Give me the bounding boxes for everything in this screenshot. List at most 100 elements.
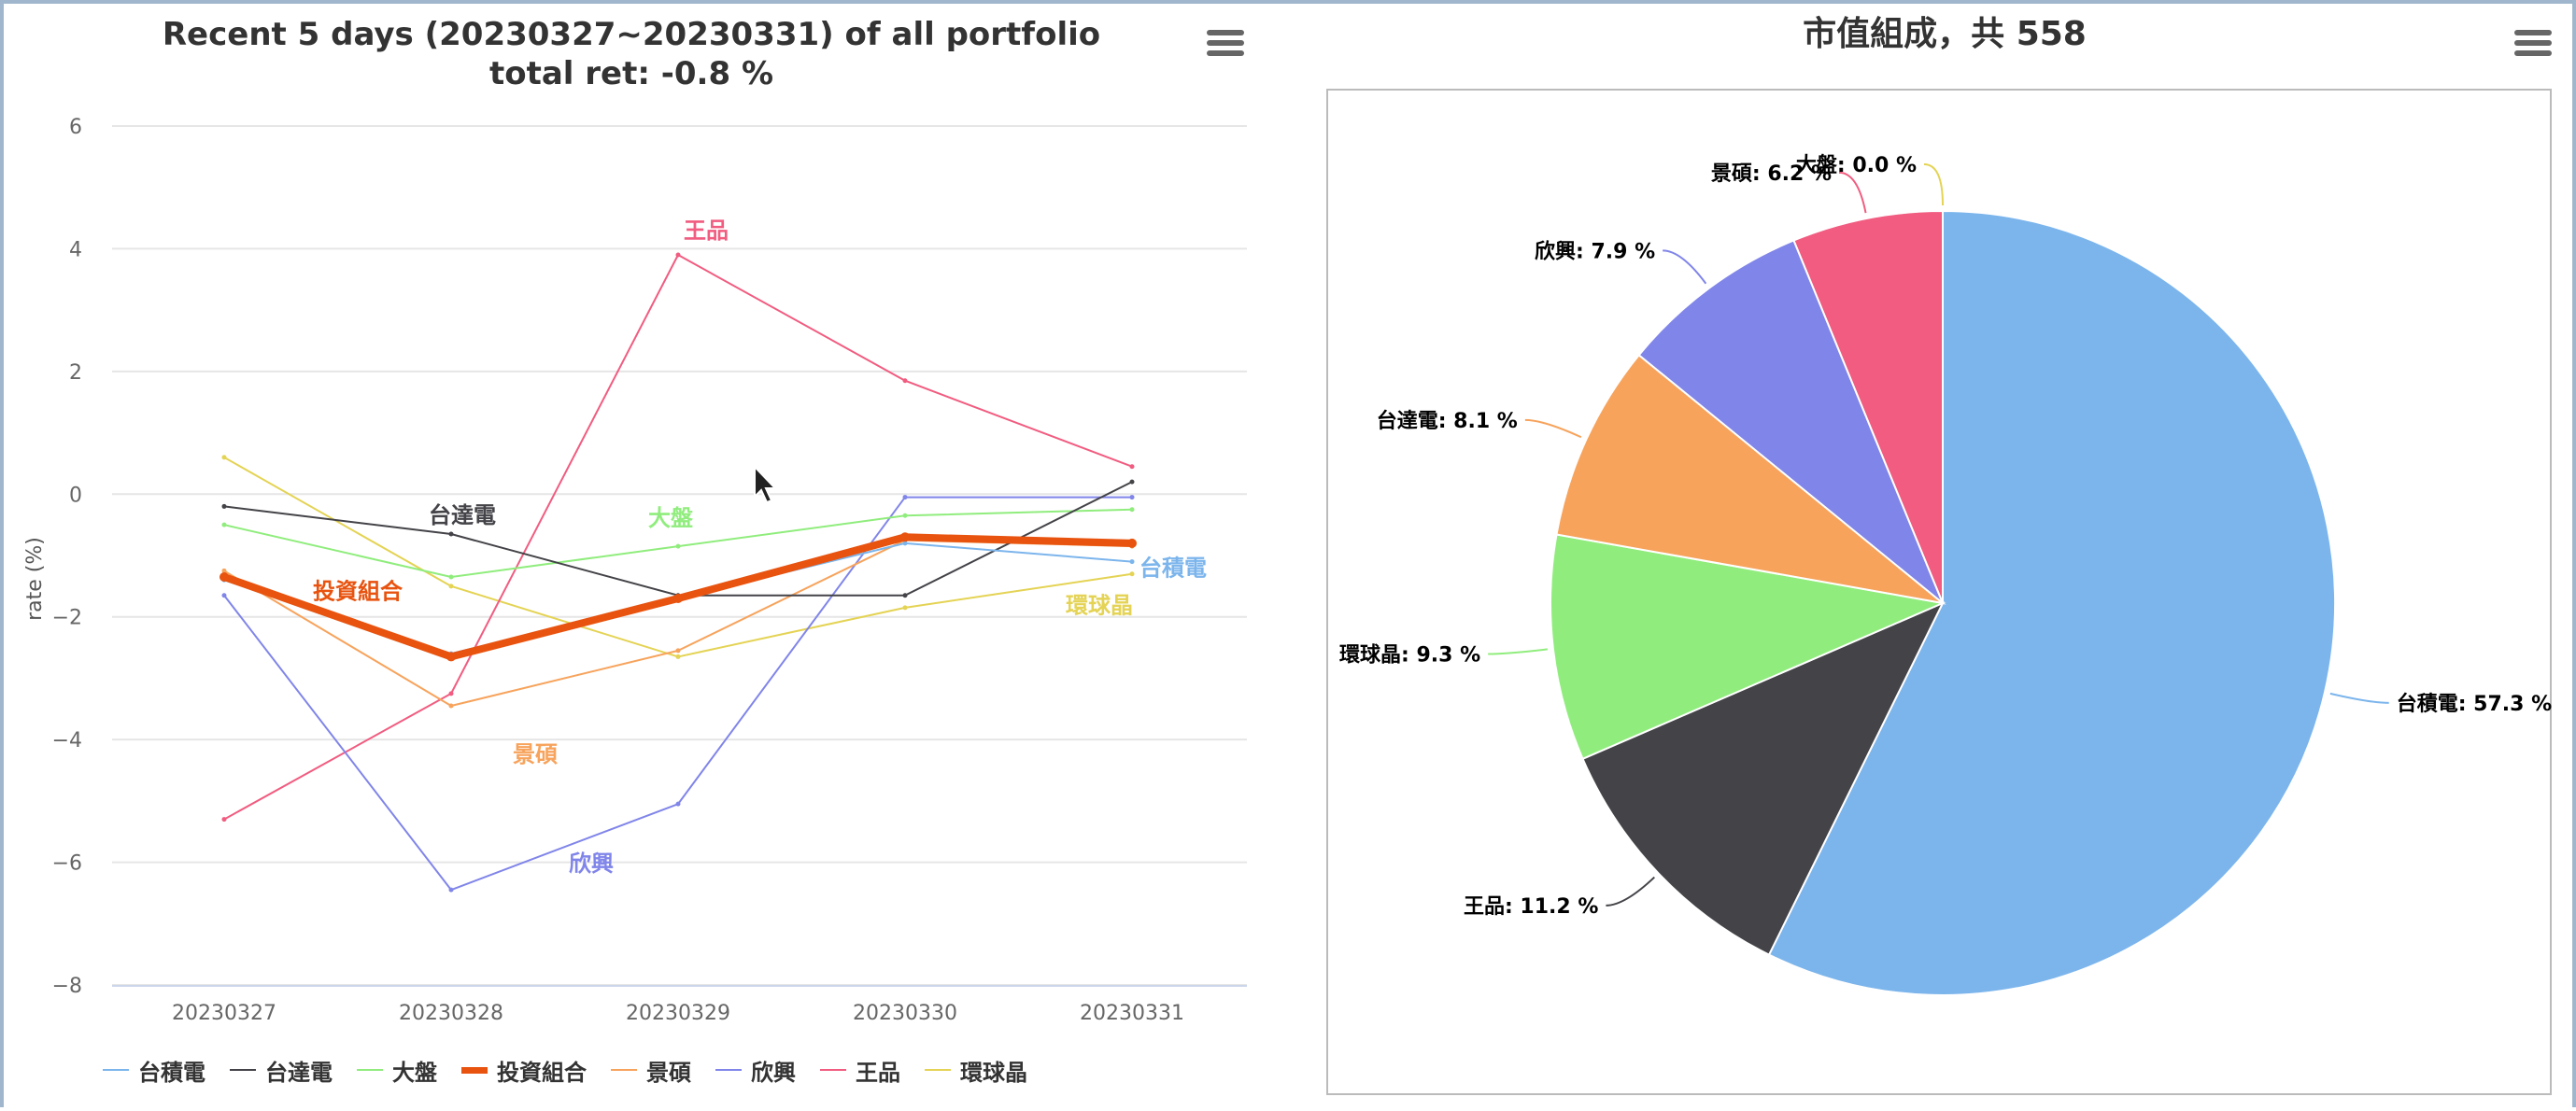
legend-item[interactable]: 欣興: [715, 1054, 796, 1087]
data-point[interactable]: [675, 543, 681, 549]
data-point[interactable]: [448, 531, 454, 537]
series-data-label: 投資組合: [313, 578, 403, 604]
pie-data-label: 王品: 11.2 %: [1464, 895, 1598, 919]
plot-border: [1326, 89, 2552, 1095]
legend-item[interactable]: 台達電: [230, 1054, 333, 1087]
data-point[interactable]: [1129, 479, 1135, 485]
legend-item[interactable]: 投資組合: [461, 1054, 587, 1087]
connector-line: [2329, 692, 2389, 704]
pie-slice[interactable]: [1792, 209, 1944, 604]
legend-swatch: [461, 1066, 488, 1074]
chart-menu-button[interactable]: [2514, 30, 2552, 62]
legend-item[interactable]: 大盤: [357, 1054, 437, 1087]
connector-line: [1488, 648, 1548, 655]
legend-item[interactable]: 台積電: [103, 1054, 205, 1087]
legend-label: 台達電: [265, 1059, 333, 1086]
pie-data-label: 景碩: 6.2 %: [1711, 162, 1832, 186]
legend-swatch: [715, 1069, 742, 1071]
pie-chart-panel: 市值組成，共 558 台積電: 57.3 % 王品: 11.2 % 環球晶: 9.3…: [1280, 0, 2576, 1107]
legend-label: 欣興: [751, 1059, 796, 1086]
connector-line: [1663, 249, 1707, 285]
legend-label: 景碩: [646, 1059, 691, 1086]
connector-line: [1838, 171, 1867, 214]
data-point[interactable]: [221, 522, 227, 527]
chart-title: Recent 5 days (20230327~20230331) of all…: [163, 16, 1100, 53]
chart-menu-button[interactable]: [1207, 30, 1244, 62]
data-point[interactable]: [448, 584, 454, 589]
data-point[interactable]: [221, 568, 227, 573]
pie-slice[interactable]: [1555, 353, 1946, 605]
data-point[interactable]: [1129, 571, 1135, 577]
data-point[interactable]: [902, 495, 908, 500]
series-data-label: 台積電: [1139, 556, 1207, 582]
window-frame-right: [2572, 0, 2576, 1107]
pie-chart: 市值組成，共 558 台積電: 57.3 % 王品: 11.2 % 環球晶: 9.3…: [1326, 15, 2552, 1095]
y-tick-label: 2: [69, 361, 82, 385]
data-point[interactable]: [675, 648, 681, 654]
data-point[interactable]: [221, 455, 227, 460]
data-point[interactable]: [219, 572, 229, 582]
data-point[interactable]: [221, 817, 227, 823]
connector-line: [1923, 163, 1944, 206]
legend-item[interactable]: 王品: [820, 1054, 900, 1087]
x-tick-label: 20230330: [853, 1002, 957, 1025]
data-point[interactable]: [902, 378, 908, 384]
data-point[interactable]: [448, 703, 454, 709]
pie-data-label: 環球晶: 9.3 %: [1339, 644, 1480, 668]
legend-swatch: [230, 1069, 256, 1071]
data-point[interactable]: [902, 541, 908, 546]
legend-label: 台積電: [138, 1059, 205, 1086]
legend-item[interactable]: 景碩: [611, 1054, 691, 1087]
chart-title: 市值組成，共 558: [1803, 15, 2087, 53]
data-point[interactable]: [448, 691, 454, 696]
y-axis-label: rate (%): [23, 537, 47, 621]
data-point[interactable]: [1127, 538, 1137, 548]
data-point[interactable]: [902, 593, 908, 598]
data-point[interactable]: [1129, 495, 1135, 500]
data-point[interactable]: [675, 801, 681, 807]
data-point[interactable]: [221, 593, 227, 598]
legend-swatch: [925, 1069, 951, 1071]
mouse-cursor-icon: [754, 464, 778, 504]
pie-slice[interactable]: [1637, 239, 1944, 604]
legend-swatch: [103, 1069, 129, 1071]
line-chart-panel: Recent 5 days (20230327~20230331) of all…: [0, 0, 1280, 1107]
data-point[interactable]: [448, 574, 454, 580]
pie-labels: 台積電: 57.3 % 王品: 11.2 % 環球晶: 9.3 % 台達電: 8.1 …: [1339, 153, 2552, 919]
legend-item[interactable]: 環球晶: [925, 1054, 1027, 1087]
x-tick-label: 20230327: [172, 1002, 276, 1025]
connector-line: [1606, 876, 1655, 907]
data-point[interactable]: [902, 513, 908, 518]
pie-slice[interactable]: [1767, 209, 2336, 996]
chart-legend: 台積電 台達電 大盤 投資組合 景碩 欣興 王品 環球晶: [103, 1053, 1052, 1087]
data-point[interactable]: [675, 252, 681, 258]
data-point[interactable]: [673, 594, 683, 603]
y-tick-label: −2: [52, 607, 82, 630]
data-point[interactable]: [221, 503, 227, 509]
x-tick-label: 20230328: [399, 1002, 503, 1025]
data-point[interactable]: [675, 654, 681, 659]
pie-data-label: 台達電: 8.1 %: [1377, 409, 1518, 433]
data-point[interactable]: [446, 652, 456, 662]
y-tick-label: −8: [52, 975, 82, 998]
chart-subtitle: total ret: -0.8 %: [489, 55, 773, 92]
series-lines: [219, 252, 1137, 893]
y-tick-label: 0: [69, 484, 82, 507]
pie-data-label: 欣興: 7.9 %: [1535, 239, 1655, 263]
line-chart: Recent 5 days (20230327~20230331) of all…: [23, 16, 1247, 1025]
legend-label: 投資組合: [497, 1059, 587, 1086]
data-point[interactable]: [902, 605, 908, 611]
data-point[interactable]: [1129, 507, 1135, 513]
series-data-label: 欣興: [569, 851, 614, 877]
legend-label: 王品: [856, 1059, 900, 1086]
data-point[interactable]: [448, 887, 454, 893]
pie-slices: [1550, 209, 2336, 996]
series-data-label: 台達電: [429, 502, 496, 528]
connector-line: [1524, 418, 1582, 439]
data-point[interactable]: [900, 532, 910, 542]
pie-slice[interactable]: [1581, 601, 1946, 956]
pie-slice[interactable]: [1550, 533, 1946, 761]
data-point[interactable]: [1129, 559, 1135, 565]
y-tick-label: 4: [69, 238, 82, 261]
data-point[interactable]: [1129, 464, 1135, 470]
